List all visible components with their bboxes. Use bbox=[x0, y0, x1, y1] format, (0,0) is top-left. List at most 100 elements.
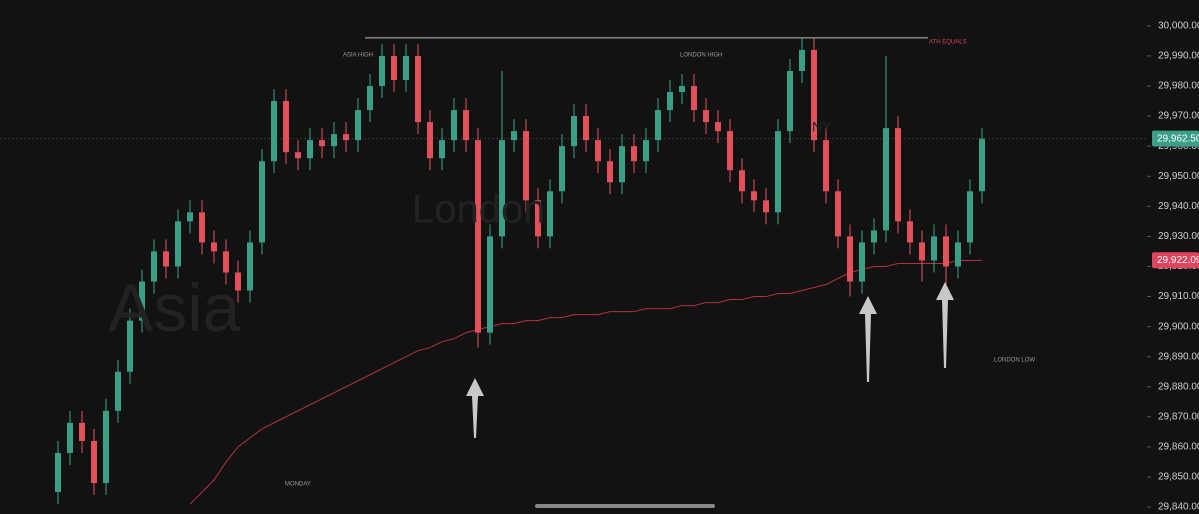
candle-body bbox=[151, 251, 157, 282]
candle bbox=[127, 308, 133, 384]
candle-body bbox=[319, 140, 325, 147]
candle-body bbox=[907, 221, 913, 243]
candle-body bbox=[499, 140, 505, 237]
candle-body bbox=[559, 146, 565, 192]
candle bbox=[439, 128, 445, 171]
candle-body bbox=[691, 86, 697, 111]
y-tick-label: 29,860.00 bbox=[1158, 442, 1199, 453]
candle bbox=[415, 43, 421, 135]
candle bbox=[835, 179, 841, 249]
candle-body bbox=[823, 140, 829, 192]
candle bbox=[559, 134, 565, 204]
candle bbox=[163, 239, 169, 279]
candle-body bbox=[355, 110, 361, 141]
candle-body bbox=[379, 55, 385, 87]
candle bbox=[595, 128, 601, 174]
candle-body bbox=[715, 122, 721, 132]
candle-body bbox=[247, 242, 253, 291]
candle bbox=[763, 188, 769, 225]
candle bbox=[643, 128, 649, 174]
candle-body bbox=[547, 191, 553, 237]
y-tick-label: 29,970.00 bbox=[1158, 111, 1199, 122]
candle bbox=[187, 200, 193, 234]
y-tick-label: 29,900.00 bbox=[1158, 321, 1199, 332]
candle bbox=[199, 200, 205, 255]
candle bbox=[139, 269, 145, 333]
candle bbox=[91, 428, 97, 496]
candle-body bbox=[919, 242, 925, 261]
candle bbox=[655, 98, 661, 153]
candle-body bbox=[967, 191, 973, 243]
candle bbox=[523, 119, 529, 213]
candle bbox=[367, 73, 373, 123]
candle-body bbox=[943, 236, 949, 267]
candle bbox=[115, 359, 121, 423]
candle-body bbox=[163, 251, 169, 267]
candle bbox=[811, 37, 817, 153]
arrows bbox=[466, 282, 954, 438]
candle bbox=[883, 55, 889, 243]
candle-body bbox=[523, 131, 529, 201]
candle bbox=[259, 149, 265, 255]
y-tick-label: 29,930.00 bbox=[1158, 231, 1199, 242]
candle bbox=[175, 209, 181, 279]
candle bbox=[235, 260, 241, 303]
arrow bbox=[859, 296, 877, 382]
candle-body bbox=[403, 55, 409, 81]
candle bbox=[307, 128, 313, 171]
candle bbox=[727, 119, 733, 183]
candle-body bbox=[295, 152, 301, 159]
candle-body bbox=[979, 138, 985, 192]
candle bbox=[583, 104, 589, 153]
candle bbox=[331, 122, 337, 159]
y-tick-label: 30,000.00 bbox=[1158, 21, 1199, 32]
annotation: MONDAY bbox=[285, 482, 311, 488]
candle bbox=[787, 58, 793, 144]
candle bbox=[907, 209, 913, 255]
candle-body bbox=[883, 128, 889, 231]
candle bbox=[499, 70, 505, 249]
candle bbox=[487, 224, 493, 345]
candle bbox=[799, 37, 805, 84]
candle bbox=[607, 149, 613, 195]
candle-body bbox=[127, 320, 133, 372]
y-tick-label: 29,850.00 bbox=[1158, 472, 1199, 483]
candle-body bbox=[463, 110, 469, 141]
candle bbox=[967, 179, 973, 255]
candle bbox=[355, 98, 361, 153]
candle-body bbox=[955, 242, 961, 267]
y-tick-label: 29,940.00 bbox=[1158, 201, 1199, 212]
candle-body bbox=[451, 110, 457, 141]
candle-body bbox=[679, 86, 685, 93]
candle-body bbox=[259, 161, 265, 243]
arrow bbox=[466, 378, 484, 438]
y-tick-label: 29,950.00 bbox=[1158, 171, 1199, 182]
candle-body bbox=[667, 92, 673, 111]
annotation: LONDON LOW bbox=[994, 358, 1035, 364]
price-tag-box bbox=[1152, 130, 1199, 147]
candle-body bbox=[571, 116, 577, 147]
candle bbox=[55, 440, 61, 505]
candle-body bbox=[487, 236, 493, 333]
price-tag: 29,922.09 bbox=[1152, 252, 1199, 269]
candle-body bbox=[619, 146, 625, 183]
candle-body bbox=[847, 236, 853, 282]
candle-body bbox=[655, 110, 661, 141]
candle-body bbox=[439, 140, 445, 159]
y-tick-label: 29,890.00 bbox=[1158, 351, 1199, 362]
annotation: ATH EQUALS bbox=[929, 40, 967, 46]
candle bbox=[379, 43, 385, 99]
candle bbox=[979, 128, 985, 204]
candle-body bbox=[139, 281, 145, 321]
y-tick-label: 29,840.00 bbox=[1158, 502, 1199, 513]
candle-body bbox=[811, 49, 817, 141]
candle bbox=[823, 128, 829, 204]
candle bbox=[67, 410, 73, 465]
candle bbox=[871, 218, 877, 255]
candle bbox=[391, 43, 397, 93]
candle-body bbox=[283, 101, 289, 153]
candle-body bbox=[607, 161, 613, 183]
candle bbox=[427, 110, 433, 171]
candle-body bbox=[235, 272, 241, 291]
